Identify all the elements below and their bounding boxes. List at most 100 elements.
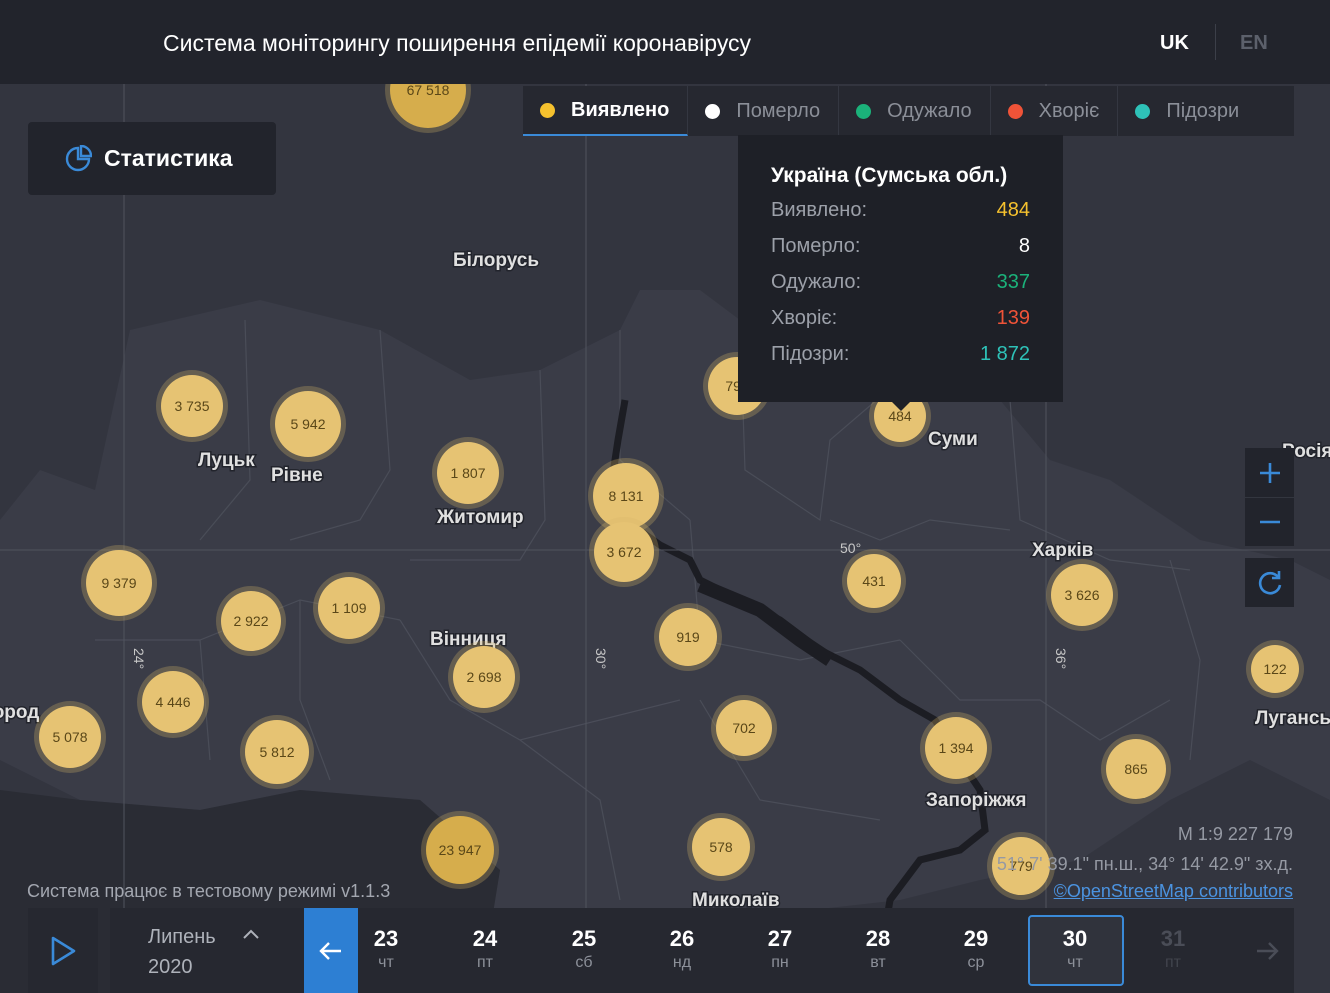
day-number: 26: [669, 926, 695, 951]
tab-recovered[interactable]: Одужало: [839, 86, 991, 136]
arrow-left-icon: [319, 941, 341, 960]
grid-label-30: 30°: [593, 648, 609, 669]
map-canvas[interactable]: 50° 24° 30° 36° Білорусь Луцьк Рівне Жит…: [0, 84, 1330, 993]
case-cluster-marker[interactable]: 9 379: [81, 545, 157, 621]
day-number: 23: [373, 926, 399, 951]
header: Система моніторингу поширення епідемії к…: [0, 0, 1330, 84]
region-tooltip: Україна (Сумська обл.) Виявлено: 484 Пом…: [738, 135, 1063, 402]
place-label: Рівне: [271, 465, 323, 486]
month-year: 2020: [148, 956, 193, 978]
test-mode-notice: Система працює в тестовому режимі v1.1.3: [27, 881, 391, 901]
app-title: Система моніторингу поширення епідемії к…: [163, 30, 752, 56]
prev-days-button[interactable]: [304, 908, 358, 993]
case-cluster-marker[interactable]: 3 672: [589, 517, 659, 587]
statistics-button[interactable]: Статистика: [28, 122, 276, 195]
lang-uk-button[interactable]: UK: [1160, 32, 1189, 54]
day-item[interactable]: 23 чт: [357, 908, 415, 993]
case-cluster-marker[interactable]: 4 446: [137, 666, 209, 738]
cluster-count: 5 078: [52, 729, 87, 745]
tooltip-label: Підозри:: [771, 343, 850, 365]
day-weekday: чт: [378, 954, 394, 971]
grid-label-lat: 50°: [840, 540, 861, 556]
case-cluster-marker[interactable]: 67 518: [385, 84, 471, 133]
case-cluster-marker[interactable]: 431: [842, 549, 906, 613]
case-cluster-marker[interactable]: 5 078: [34, 701, 106, 773]
dot-icon: [1007, 103, 1023, 119]
dot-icon: [856, 103, 872, 119]
day-item[interactable]: 31 пт: [1144, 908, 1202, 993]
month-name: Липень: [148, 926, 216, 948]
cluster-count: 2 698: [466, 669, 501, 685]
case-cluster-marker[interactable]: 865: [1101, 734, 1171, 804]
case-cluster-marker[interactable]: 779: [987, 832, 1055, 900]
day-item[interactable]: 26 нд: [653, 908, 711, 993]
cluster-count: 431: [862, 573, 886, 589]
case-cluster-marker[interactable]: 578: [687, 813, 755, 881]
case-cluster-marker[interactable]: 2 922: [216, 586, 286, 656]
cluster-count: 3 672: [606, 544, 641, 560]
day-weekday: чт: [1067, 954, 1083, 971]
cluster-count: 5 942: [290, 416, 325, 432]
zoom-out-button[interactable]: [1245, 497, 1294, 546]
case-cluster-marker[interactable]: 1 394: [920, 712, 992, 784]
tooltip-value: 337: [996, 271, 1030, 293]
cluster-count: 779: [1009, 858, 1033, 874]
month-selector[interactable]: Липень 2020: [110, 908, 304, 993]
cluster-count: 9 379: [101, 575, 136, 591]
day-item[interactable]: 25 сб: [555, 908, 613, 993]
tab-label: Виявлено: [571, 98, 670, 121]
map-scale: М 1:9 227 179: [1177, 824, 1293, 844]
day-number: 25: [571, 926, 597, 951]
tooltip-row: Підозри: 1 872: [771, 343, 1030, 366]
tooltip-row: Виявлено: 484: [771, 199, 1030, 222]
play-button[interactable]: [28, 908, 98, 993]
case-cluster-marker[interactable]: 23 947: [421, 811, 499, 889]
day-item[interactable]: 29 ср: [947, 908, 1005, 993]
cluster-count: 865: [1124, 761, 1148, 777]
day-weekday: сб: [575, 954, 593, 971]
minus-icon: [1259, 520, 1280, 524]
tooltip-label: Померло:: [771, 235, 861, 257]
next-days-button[interactable]: [1239, 908, 1294, 993]
day-number: 30: [1062, 926, 1088, 951]
case-cluster-marker[interactable]: 919: [654, 603, 722, 671]
cluster-count: 1 807: [450, 465, 485, 481]
tab-detected[interactable]: Виявлено: [523, 86, 689, 136]
tab-suspected[interactable]: Підозри: [1118, 86, 1257, 136]
case-cluster-marker[interactable]: 5 812: [240, 715, 314, 789]
day-number: 31: [1160, 926, 1186, 951]
tooltip-row: Одужало: 337: [771, 271, 1030, 294]
map-area[interactable]: 50° 24° 30° 36° Білорусь Луцьк Рівне Жит…: [0, 84, 1330, 993]
case-cluster-marker[interactable]: 8 131: [588, 458, 664, 534]
case-cluster-marker[interactable]: 3 626: [1046, 559, 1118, 631]
day-item[interactable]: 28 вт: [849, 908, 907, 993]
osm-attribution-link[interactable]: ©OpenStreetMap contributors: [1053, 881, 1293, 901]
zoom-in-button[interactable]: [1245, 448, 1294, 497]
day-number: 24: [472, 926, 498, 951]
case-cluster-marker[interactable]: 702: [711, 695, 777, 761]
lang-en-button[interactable]: EN: [1240, 32, 1268, 54]
tooltip-arrow: [890, 400, 912, 411]
cluster-count: 1 394: [938, 740, 973, 756]
case-cluster-marker[interactable]: 1 109: [313, 572, 385, 644]
tab-deaths[interactable]: Померло: [688, 86, 840, 136]
cluster-count: 919: [676, 629, 700, 645]
tooltip-value: 139: [996, 307, 1030, 329]
case-cluster-marker[interactable]: 1 807: [432, 437, 504, 509]
case-cluster-marker[interactable]: 122: [1246, 640, 1304, 698]
case-cluster-marker[interactable]: 2 698: [448, 641, 520, 713]
day-item-selected[interactable]: 30 чт: [1046, 908, 1104, 993]
statistics-label: Статистика: [104, 145, 233, 171]
case-cluster-marker[interactable]: 5 942: [270, 386, 346, 462]
cluster-count: 4 446: [155, 694, 190, 710]
cursor-coordinates: 51° 7' 39.1" пн.ш., 34° 14' 42.9" зх.д.: [996, 854, 1293, 874]
cluster-count: 23 947: [439, 842, 482, 858]
tab-sick[interactable]: Хворіє: [991, 86, 1119, 136]
reset-view-button[interactable]: [1245, 558, 1294, 607]
day-item[interactable]: 27 пн: [751, 908, 809, 993]
cluster-count: 1 109: [331, 600, 366, 616]
cluster-count: 2 922: [233, 613, 268, 629]
tooltip-label: Виявлено:: [771, 199, 868, 221]
day-item[interactable]: 24 пт: [456, 908, 514, 993]
case-cluster-marker[interactable]: 3 735: [156, 370, 228, 442]
